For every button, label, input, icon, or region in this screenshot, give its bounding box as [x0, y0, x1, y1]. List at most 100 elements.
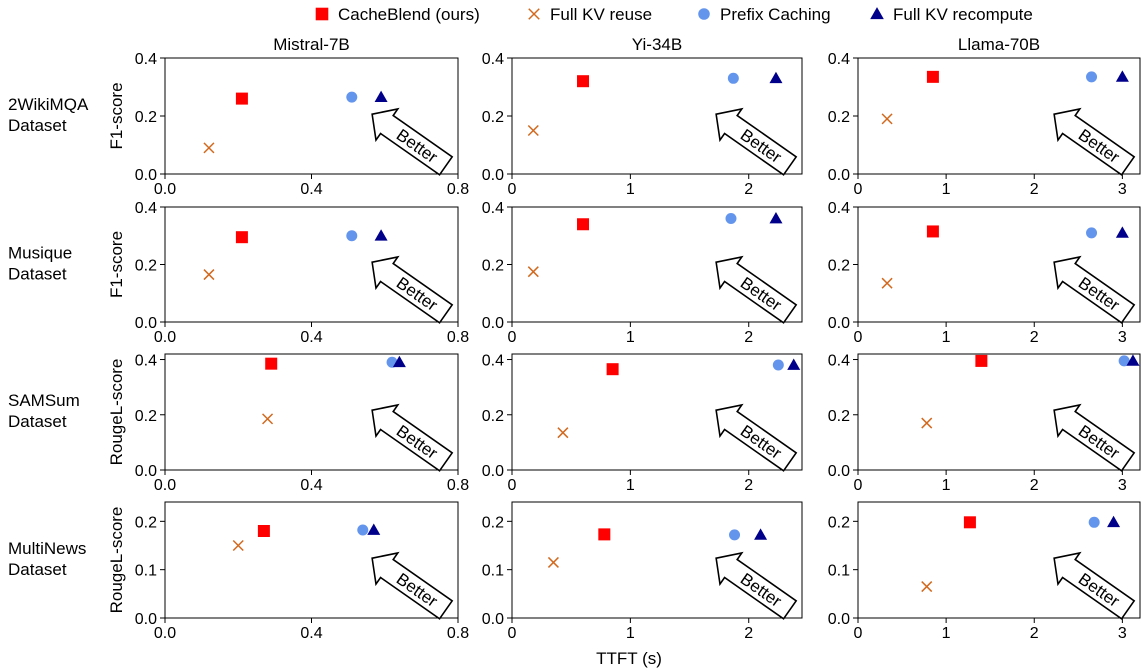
- arrow-shape: [715, 107, 798, 176]
- point-prefix: [725, 213, 737, 224]
- panel-2wikimqa-yi-34b: 0 1 2 0.0 0.2 0.4 Yi-34B Better: [482, 35, 803, 198]
- better-arrow: Better: [1053, 255, 1136, 324]
- arrow-shape: [371, 403, 454, 472]
- x-tick-label: 2: [744, 477, 753, 494]
- y-tick-label: 0.0: [828, 167, 850, 184]
- x-tick-label: 1: [942, 181, 951, 198]
- y-tick-label: 0.2: [828, 408, 850, 425]
- arrow-shape: [715, 255, 798, 324]
- legend-item-recompute: Full KV recompute: [870, 5, 1033, 24]
- y-tick-label: 0.4: [135, 51, 157, 68]
- y-tick-label: 0.4: [828, 200, 850, 217]
- point-fullkv_reuse: [921, 581, 933, 593]
- x-tick-label: 3: [1118, 625, 1127, 642]
- y-tick-label: 0.0: [135, 463, 157, 480]
- y-tick-label: 0.2: [828, 514, 850, 531]
- y-tick-label: 0.4: [482, 200, 504, 217]
- legend-label: CacheBlend (ours): [338, 5, 480, 24]
- plot-frame: [511, 501, 803, 619]
- legend-marker-cacheblend: [315, 7, 329, 21]
- panel-musique-yi-34b: 0 1 2 0.0 0.2 0.4 Better: [482, 200, 803, 346]
- model-title: Yi-34B: [632, 35, 682, 54]
- y-tick-label: 0.2: [135, 514, 157, 531]
- y-tick-label: 0.1: [482, 563, 504, 580]
- point-fullkv_reuse: [203, 269, 215, 281]
- point-cacheblend: [257, 525, 270, 537]
- y-tick-label: 0.0: [482, 463, 504, 480]
- y-axis-label: RougeL-score: [107, 359, 126, 466]
- y-tick-label: 0.4: [482, 51, 504, 68]
- y-tick-label: 0.0: [482, 167, 504, 184]
- better-arrow: Better: [1053, 551, 1136, 620]
- point-prefix: [1088, 516, 1100, 528]
- point-fullkv_reuse: [881, 113, 893, 125]
- point-fullkv_reuse: [232, 539, 244, 552]
- point-recompute: [787, 358, 801, 370]
- legend-label: Prefix Caching: [720, 5, 831, 24]
- better-arrow: Better: [371, 403, 454, 472]
- x-tick-label: 3: [1118, 181, 1127, 198]
- arrow-shape: [371, 107, 454, 176]
- legend-marker-fullkv_reuse: [528, 8, 540, 20]
- dataset-label: 2WikiMQA: [8, 95, 89, 114]
- x-tick-label: 1: [626, 477, 635, 494]
- panel-grid: 0.0 0.4 0.8 0.0 0.2 0.4 F1-score 2WikiMQA Datase…: [8, 35, 1141, 642]
- better-arrow: Better: [1053, 107, 1136, 176]
- arrow-shape: [1053, 551, 1136, 620]
- better-arrow: Better: [715, 255, 798, 324]
- x-tick-label: 3: [1118, 477, 1127, 494]
- dataset-label: Dataset: [8, 560, 67, 579]
- x-tick-label: 2: [744, 181, 753, 198]
- y-tick-label: 0.2: [828, 109, 850, 126]
- legend-item-cacheblend: CacheBlend (ours): [315, 5, 480, 24]
- arrow-shape: [1053, 255, 1136, 324]
- x-tick-label: 0.0: [154, 329, 176, 346]
- point-recompute: [1126, 354, 1140, 366]
- panel-multinews-llama-70b: 0 1 2 3 0.0 0.1 0.2 Better: [828, 501, 1141, 642]
- x-tick-label: 1: [942, 625, 951, 642]
- panel-musique-llama-70b: 0 1 2 3 0.0 0.2 0.4 Better: [828, 200, 1141, 346]
- panel-2wikimqa-mistral-7b: 0.0 0.4 0.8 0.0 0.2 0.4 F1-score 2WikiMQA Datase…: [8, 35, 469, 198]
- y-tick-label: 0.4: [828, 353, 850, 370]
- dataset-label: Dataset: [8, 265, 67, 284]
- y-tick-label: 0.2: [482, 109, 504, 126]
- point-recompute: [392, 355, 406, 368]
- y-tick-label: 0.4: [828, 51, 850, 68]
- y-tick-label: 0.0: [135, 315, 157, 332]
- y-tick-label: 0.2: [828, 258, 850, 275]
- y-axis-label: F1-score: [107, 231, 126, 298]
- x-tick-label: 3: [1118, 329, 1127, 346]
- x-tick-label: 1: [942, 329, 951, 346]
- y-tick-label: 0.2: [482, 514, 504, 531]
- y-axis-label: RougeL-score: [107, 507, 126, 614]
- point-fullkv_reuse: [203, 142, 215, 154]
- y-tick-label: 0.0: [482, 611, 504, 628]
- arrow-shape: [715, 403, 798, 472]
- point-cacheblend: [235, 92, 248, 105]
- x-tick-label: 2: [1030, 329, 1039, 346]
- y-tick-label: 0.2: [482, 258, 504, 275]
- legend-item-fullkv_reuse: Full KV reuse: [528, 5, 652, 24]
- x-tick-label: 0.4: [300, 625, 322, 642]
- y-tick-label: 0.0: [828, 315, 850, 332]
- arrow-shape: [371, 255, 454, 324]
- y-tick-label: 0.4: [135, 200, 157, 217]
- x-tick-label: 2: [1030, 625, 1039, 642]
- point-recompute: [374, 229, 388, 241]
- y-tick-label: 0.1: [135, 563, 157, 580]
- point-prefix: [1118, 355, 1130, 367]
- point-fullkv_reuse: [921, 417, 933, 429]
- x-tick-label: 0.4: [300, 329, 322, 346]
- point-recompute: [367, 523, 381, 535]
- x-tick-label: 0: [508, 329, 517, 346]
- y-tick-label: 0.2: [482, 408, 504, 425]
- x-tick-label: 0.8: [447, 625, 469, 642]
- panel-samsum-mistral-7b: 0.0 0.4 0.8 0.0 0.2 0.4 RougeL-score SAMSum Data…: [8, 353, 469, 494]
- y-tick-label: 0.4: [482, 353, 504, 370]
- point-fullkv_reuse: [527, 266, 539, 278]
- point-prefix: [357, 524, 369, 536]
- better-arrow: Better: [1053, 403, 1136, 472]
- point-recompute: [1115, 226, 1129, 238]
- x-tick-label: 2: [1030, 181, 1039, 198]
